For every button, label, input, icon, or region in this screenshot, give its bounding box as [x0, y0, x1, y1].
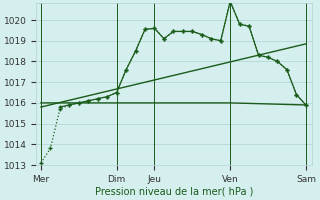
X-axis label: Pression niveau de la mer( hPa ): Pression niveau de la mer( hPa ): [95, 187, 253, 197]
